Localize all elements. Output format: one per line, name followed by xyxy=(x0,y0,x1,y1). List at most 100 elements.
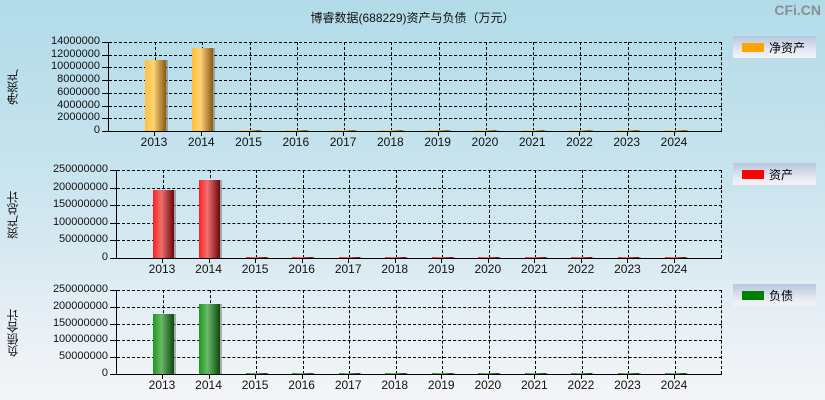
gridline-horizontal xyxy=(109,118,722,120)
bar[interactable] xyxy=(338,372,360,374)
bar[interactable] xyxy=(239,129,261,131)
x-tick-label: 2024 xyxy=(660,378,688,392)
bar[interactable] xyxy=(431,372,453,374)
gridline-vertical xyxy=(302,170,304,258)
x-tick xyxy=(532,131,534,136)
gridline-vertical xyxy=(256,290,258,374)
x-tick-label: 2013 xyxy=(148,262,176,276)
bar[interactable] xyxy=(664,129,686,131)
bar[interactable] xyxy=(144,60,166,131)
y-tick-label: 0 xyxy=(101,251,108,263)
y-tick-label: 4000000 xyxy=(57,98,100,111)
bar[interactable] xyxy=(478,372,500,374)
x-tick-label: 2015 xyxy=(235,135,262,149)
legend-label: 负债 xyxy=(769,289,794,303)
gridline-vertical xyxy=(349,170,351,258)
x-tick xyxy=(295,131,297,136)
x-tick-label: 2017 xyxy=(329,135,357,149)
bar[interactable] xyxy=(475,129,497,131)
gridline-vertical xyxy=(391,42,393,131)
gridline-vertical xyxy=(628,290,630,374)
x-tick xyxy=(208,258,210,263)
y-tick-label: 14000000 xyxy=(51,35,100,47)
y-tick-label: 250000000 xyxy=(52,163,108,175)
bar[interactable] xyxy=(245,256,267,258)
bar[interactable] xyxy=(380,129,402,131)
bar[interactable] xyxy=(617,256,639,258)
y-tick-label: 150000000 xyxy=(52,198,108,211)
bar[interactable] xyxy=(431,256,453,258)
bar[interactable] xyxy=(199,180,221,258)
bar[interactable] xyxy=(428,129,450,131)
x-tick-label: 2020 xyxy=(474,378,502,392)
bar[interactable] xyxy=(333,129,355,131)
bar[interactable] xyxy=(524,372,546,374)
legend-label: 净资产 xyxy=(769,41,806,55)
plot-area xyxy=(116,290,722,375)
x-tick xyxy=(441,374,443,379)
y-tick-label: 100000000 xyxy=(52,215,108,228)
x-tick-label: 2019 xyxy=(427,262,455,276)
gridline-horizontal xyxy=(117,205,722,207)
x-tick-label: 2020 xyxy=(471,135,499,149)
x-tick-label: 2023 xyxy=(613,135,641,149)
bar[interactable] xyxy=(152,190,174,258)
gridline-vertical xyxy=(395,290,397,374)
bar[interactable] xyxy=(338,256,360,258)
bar[interactable] xyxy=(522,129,544,131)
x-tick-label: 2015 xyxy=(241,262,269,276)
legend-swatch xyxy=(742,43,764,52)
bar[interactable] xyxy=(617,372,639,374)
x-tick xyxy=(154,131,155,136)
x-tick-label: 2018 xyxy=(377,135,404,149)
legend-swatch xyxy=(742,291,764,300)
y-tick-label: 6000000 xyxy=(57,85,100,98)
x-tick-label: 2018 xyxy=(381,378,409,392)
y-tick-label: 8000000 xyxy=(57,73,100,86)
bar[interactable] xyxy=(571,256,593,258)
bar[interactable] xyxy=(292,372,314,374)
bar[interactable] xyxy=(664,256,686,258)
x-tick xyxy=(580,374,582,379)
x-tick-label: 2015 xyxy=(241,378,269,392)
bar[interactable] xyxy=(664,372,686,374)
brand-logo: CFi.CN xyxy=(774,2,821,18)
bar[interactable] xyxy=(191,48,213,131)
x-tick xyxy=(301,258,303,263)
bar[interactable] xyxy=(152,313,174,374)
gridline-horizontal xyxy=(117,306,722,308)
bar[interactable] xyxy=(617,129,639,131)
bar[interactable] xyxy=(199,304,221,374)
x-tick-label: 2024 xyxy=(660,262,688,276)
bar[interactable] xyxy=(286,129,308,131)
x-tick xyxy=(534,374,536,379)
x-tick xyxy=(348,374,350,379)
bar[interactable] xyxy=(292,256,314,258)
bar[interactable] xyxy=(569,129,591,131)
bar[interactable] xyxy=(245,372,267,374)
x-tick xyxy=(674,258,675,263)
bar[interactable] xyxy=(571,372,593,374)
gridline-vertical xyxy=(442,290,444,374)
gridline-vertical xyxy=(442,170,444,258)
x-tick xyxy=(248,131,250,136)
gridline-horizontal xyxy=(109,42,722,43)
gridline-right-edge xyxy=(721,42,722,131)
gridline-vertical xyxy=(488,170,490,258)
x-tick-label: 2019 xyxy=(427,378,455,392)
x-tick-label: 2013 xyxy=(148,378,176,392)
y-axis-label: 负债合计 xyxy=(6,309,20,357)
gridline-vertical xyxy=(256,170,258,258)
gridline-vertical xyxy=(344,42,346,131)
bar[interactable] xyxy=(478,256,500,258)
y-tick xyxy=(102,131,108,132)
gridline-horizontal xyxy=(109,54,722,56)
x-tick xyxy=(627,258,629,263)
bar[interactable] xyxy=(385,256,407,258)
bar[interactable] xyxy=(385,372,407,374)
x-tick xyxy=(394,258,396,263)
x-tick xyxy=(674,374,675,379)
bar[interactable] xyxy=(524,256,546,258)
gridline-horizontal xyxy=(117,290,722,291)
x-tick-label: 2023 xyxy=(614,262,641,276)
